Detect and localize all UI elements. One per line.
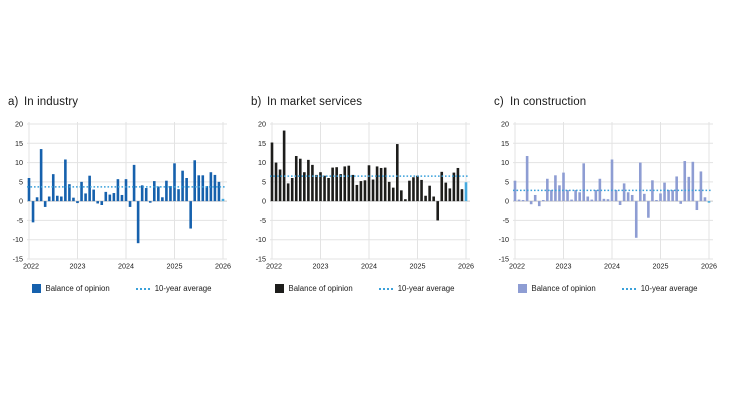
bar-chart-market-services: 20 15 10 5 0 -5 -10 -15 2022 2023 2024 2025 2026: [245, 118, 486, 275]
svg-text:-10: -10: [13, 235, 23, 244]
svg-text:10: 10: [258, 158, 266, 167]
legend-balance-label: Balance of opinion: [531, 284, 596, 293]
panel-letter: a): [8, 96, 19, 108]
svg-text:15: 15: [258, 139, 266, 148]
svg-text:15: 15: [501, 139, 509, 148]
svg-text:-10: -10: [499, 235, 509, 244]
svg-text:-15: -15: [256, 255, 266, 264]
panel-letter: c): [494, 96, 504, 108]
svg-text:2023: 2023: [556, 262, 572, 271]
panel-title-text: In construction: [510, 96, 587, 108]
panel-industry: a) In industry 20 15 10 5 0 -5 -10 -15 2022 2023 20…: [0, 95, 243, 293]
panel-construction: c) In construction 20 15 10 5 0 -5 -10 -15 2022 20…: [486, 95, 729, 293]
legend-item-average: 10-year average: [621, 284, 698, 293]
svg-text:2026: 2026: [458, 262, 474, 271]
svg-text:2026: 2026: [215, 262, 231, 271]
svg-text:5: 5: [505, 177, 509, 186]
legend-balance-label: Balance of opinion: [45, 284, 110, 293]
svg-text:2024: 2024: [118, 262, 134, 271]
svg-text:-5: -5: [260, 216, 266, 225]
svg-text:2023: 2023: [313, 262, 329, 271]
svg-text:2022: 2022: [509, 262, 525, 271]
bar-chart-industry: 20 15 10 5 0 -5 -10 -15 2022 2023 2024 2025 2026: [2, 118, 243, 275]
svg-text:0: 0: [19, 197, 23, 206]
svg-text:-15: -15: [499, 255, 509, 264]
panel-title-industry: a) In industry: [8, 95, 243, 109]
svg-text:2024: 2024: [361, 262, 377, 271]
svg-text:2022: 2022: [23, 262, 39, 271]
panel-title-text: In market services: [267, 96, 363, 108]
legend-average-label: 10-year average: [154, 284, 212, 293]
dotted-line-icon: [621, 288, 636, 290]
svg-text:20: 20: [15, 120, 23, 129]
panel-title-market-services: b) In market services: [251, 95, 486, 109]
dotted-line-icon: [378, 288, 393, 290]
svg-text:20: 20: [258, 120, 266, 129]
legend-industry: Balance of opinion 10-year average: [0, 284, 243, 293]
svg-text:2025: 2025: [167, 262, 183, 271]
svg-text:-10: -10: [256, 235, 266, 244]
svg-text:2023: 2023: [70, 262, 86, 271]
balance-swatch-icon: [274, 284, 284, 293]
svg-text:5: 5: [262, 177, 266, 186]
svg-text:15: 15: [15, 139, 23, 148]
panel-letter: b): [251, 96, 262, 108]
svg-text:2025: 2025: [653, 262, 669, 271]
svg-text:10: 10: [501, 158, 509, 167]
legend-item-average: 10-year average: [135, 284, 212, 293]
svg-text:0: 0: [505, 197, 509, 206]
svg-text:5: 5: [19, 177, 23, 186]
legend-market-services: Balance of opinion 10-year average: [243, 284, 486, 293]
svg-text:2025: 2025: [410, 262, 426, 271]
svg-text:-5: -5: [503, 216, 509, 225]
svg-text:2026: 2026: [701, 262, 717, 271]
balance-swatch-icon: [517, 284, 527, 293]
panel-title-construction: c) In construction: [494, 95, 729, 109]
svg-text:-15: -15: [13, 255, 23, 264]
legend-construction: Balance of opinion 10-year average: [486, 284, 729, 293]
chart-panels: a) In industry 20 15 10 5 0 -5 -10 -15 2022 2023 20…: [0, 95, 730, 293]
legend-item-balance: Balance of opinion: [517, 284, 596, 293]
svg-text:2022: 2022: [266, 262, 282, 271]
balance-swatch-icon: [31, 284, 41, 293]
panel-market-services: b) In market services 20 15 10 5 0 -5 -10 -15 202…: [243, 95, 486, 293]
svg-text:0: 0: [262, 197, 266, 206]
svg-text:10: 10: [15, 158, 23, 167]
panel-title-text: In industry: [24, 96, 79, 108]
legend-item-average: 10-year average: [378, 284, 455, 293]
svg-text:2024: 2024: [604, 262, 620, 271]
legend-item-balance: Balance of opinion: [274, 284, 353, 293]
legend-item-balance: Balance of opinion: [31, 284, 110, 293]
svg-text:20: 20: [501, 120, 509, 129]
legend-average-label: 10-year average: [397, 284, 455, 293]
legend-balance-label: Balance of opinion: [288, 284, 353, 293]
dotted-line-icon: [135, 288, 150, 290]
svg-text:-5: -5: [17, 216, 23, 225]
bar-chart-construction: 20 15 10 5 0 -5 -10 -15 2022 2023 2024 2025 2026: [488, 118, 729, 275]
legend-average-label: 10-year average: [640, 284, 698, 293]
